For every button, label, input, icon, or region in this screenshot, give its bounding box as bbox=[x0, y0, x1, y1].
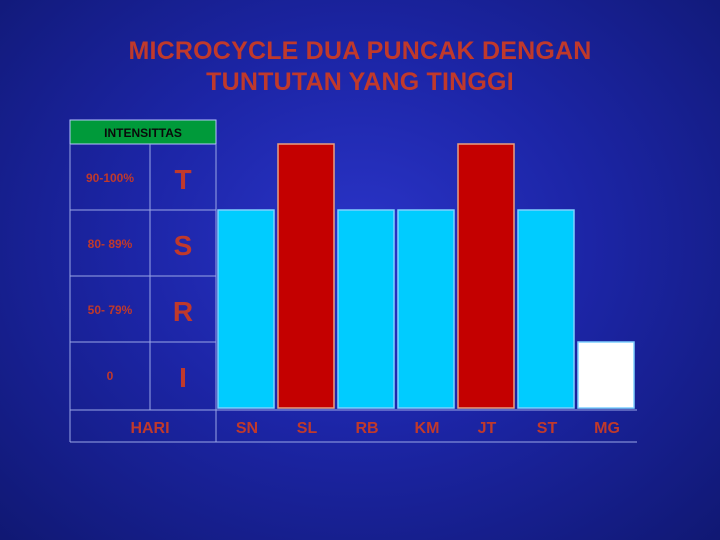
day-label-st: ST bbox=[537, 420, 558, 437]
chart-title: MICROCYCLE DUA PUNCAK DENGAN TUNTUTAN YA… bbox=[0, 36, 720, 98]
legend-code-t: T bbox=[174, 164, 191, 195]
legend-range-3: 0 bbox=[107, 369, 114, 383]
bar-sn bbox=[217, 209, 275, 409]
bars bbox=[217, 143, 635, 409]
day-label-jt: JT bbox=[478, 420, 497, 437]
bar-mg bbox=[577, 341, 635, 409]
bar-sl bbox=[277, 143, 335, 409]
day-label-rb: RB bbox=[355, 420, 378, 437]
legend-range-1: 80- 89% bbox=[88, 237, 133, 251]
legend-code-i: I bbox=[179, 362, 187, 393]
bar-km bbox=[397, 209, 455, 409]
day-label-km: KM bbox=[415, 420, 440, 437]
day-label-mg: MG bbox=[594, 420, 620, 437]
day-label-sn: SN bbox=[236, 420, 258, 437]
legend-header-bg bbox=[69, 119, 217, 145]
day-labels: SN SL RB KM JT ST MG bbox=[236, 420, 620, 437]
legend-rows: 90-100% T 80- 89% S 50- 79% R 0 I bbox=[86, 164, 193, 393]
legend-code-s: S bbox=[174, 230, 193, 261]
legend-range-2: 50- 79% bbox=[88, 303, 133, 317]
legend-header-label: INTENSITTAS bbox=[104, 126, 182, 140]
legend-grid bbox=[69, 144, 637, 443]
title-line-2: TUNTUTAN YANG TINGGI bbox=[206, 68, 514, 96]
bar-st bbox=[517, 209, 575, 409]
x-axis-label: HARI bbox=[130, 420, 169, 437]
legend-range-0: 90-100% bbox=[86, 171, 134, 185]
title-line-1: MICROCYCLE DUA PUNCAK DENGAN bbox=[128, 37, 592, 65]
day-label-sl: SL bbox=[297, 420, 318, 437]
legend-code-r: R bbox=[173, 296, 193, 327]
bar-jt bbox=[457, 143, 515, 409]
bar-rb bbox=[337, 209, 395, 409]
